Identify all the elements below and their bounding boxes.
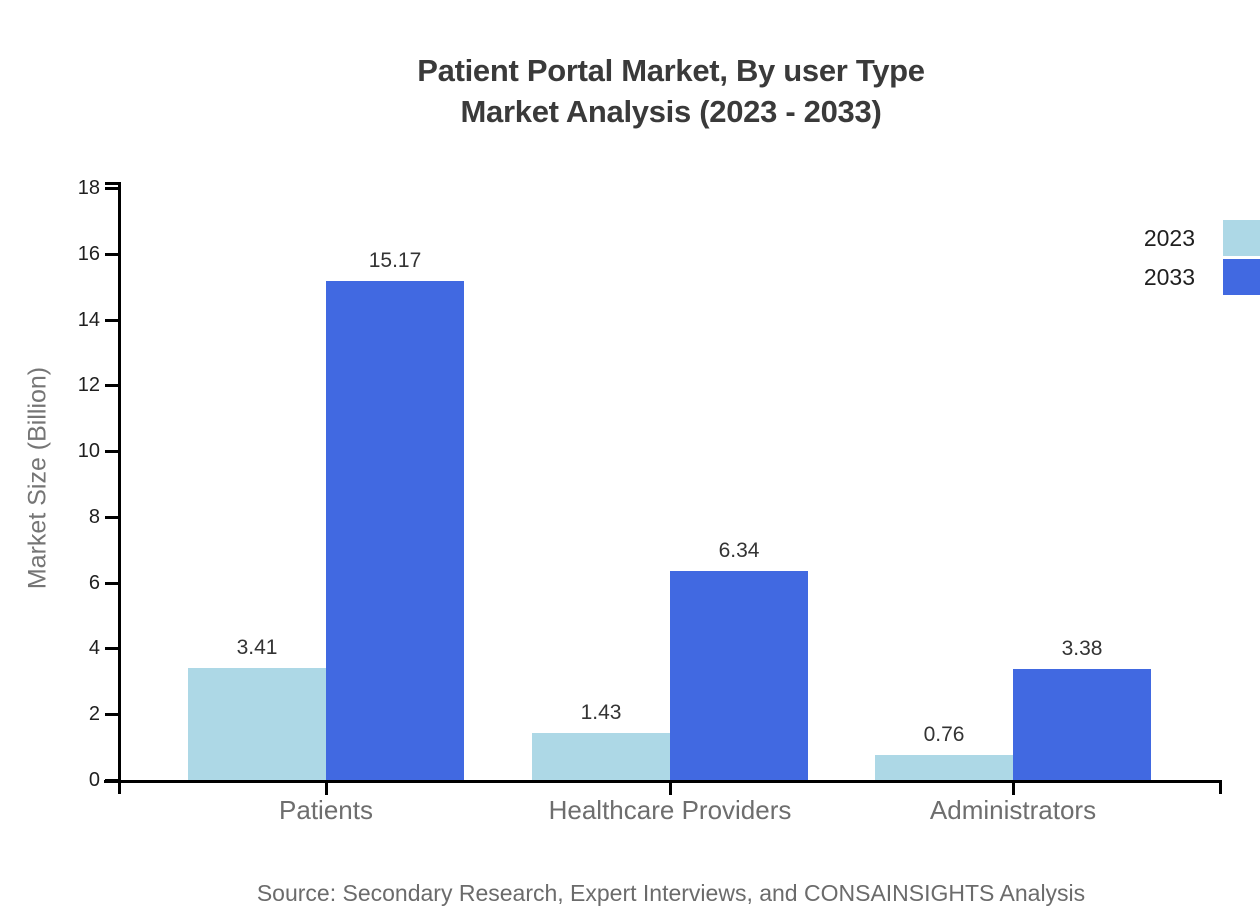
- value-label-2033-administrators: 3.38: [1061, 636, 1103, 660]
- y-axis-end-cap: [105, 182, 121, 185]
- bar-2033-healthcare-providers: [670, 571, 808, 780]
- legend-swatch-2023: [1223, 220, 1260, 256]
- y-tick-label: 12: [77, 374, 100, 397]
- source-note: Source: Secondary Research, Expert Inter…: [256, 880, 1086, 906]
- y-tick-label: 10: [77, 440, 100, 463]
- category-label-administrators: Administrators: [929, 795, 1097, 825]
- x-category-tick: [1012, 783, 1015, 795]
- legend-label-2033: 2033: [1143, 264, 1195, 290]
- y-axis-line: [118, 182, 121, 794]
- bar-2023-healthcare-providers: [532, 732, 670, 780]
- y-tick-label: 8: [88, 505, 100, 528]
- chart-title-block: Patient Portal Market, By user Type Mark…: [417, 50, 925, 132]
- x-category-tick: [669, 783, 672, 795]
- value-label-2033-healthcare-providers: 6.34: [718, 539, 760, 563]
- y-tick-mark: [105, 515, 121, 519]
- y-tick-mark: [105, 581, 121, 585]
- y-tick-mark: [105, 186, 121, 190]
- y-tick-mark: [105, 318, 121, 322]
- y-tick-label: 14: [77, 308, 100, 331]
- y-axis-title: Market Size (Billion): [23, 366, 52, 590]
- x-category-tick: [325, 783, 328, 795]
- value-label-2023-administrators: 0.76: [923, 723, 965, 746]
- y-tick-mark: [105, 647, 121, 651]
- legend-label-2023: 2023: [1143, 225, 1195, 251]
- x-axis-end-cap: [1219, 780, 1222, 794]
- category-label-patients: Patients: [279, 795, 373, 825]
- bar-2033-patients: [326, 281, 464, 780]
- y-tick-label: 16: [77, 242, 100, 265]
- y-tick-mark: [105, 713, 121, 717]
- legend-swatch-2033: [1223, 259, 1260, 295]
- value-label-2023-patients: 3.41: [236, 635, 278, 659]
- bar-2033-administrators: [1013, 668, 1151, 780]
- chart-subtitle: Market Analysis (2023 - 2033): [460, 94, 882, 129]
- bar-2023-patients: [188, 667, 326, 780]
- y-tick-label: 6: [88, 571, 100, 594]
- y-tick-mark: [105, 384, 121, 388]
- value-label-2033-patients: 15.17: [368, 249, 422, 273]
- x-axis-line: [104, 780, 1222, 783]
- category-label-healthcare-providers: Healthcare Providers: [548, 795, 792, 825]
- y-tick-mark: [105, 450, 121, 454]
- y-tick-label: 0: [88, 769, 100, 791]
- bar-2023-administrators: [875, 755, 1013, 780]
- y-tick-label: 18: [77, 176, 100, 199]
- y-tick-mark: [105, 779, 121, 782]
- y-tick-mark: [105, 252, 121, 256]
- y-tick-label: 2: [88, 703, 100, 726]
- y-tick-label: 4: [88, 637, 100, 660]
- value-label-2023-healthcare-providers: 1.43: [580, 700, 622, 724]
- chart-title: Patient Portal Market, By user Type: [417, 53, 925, 88]
